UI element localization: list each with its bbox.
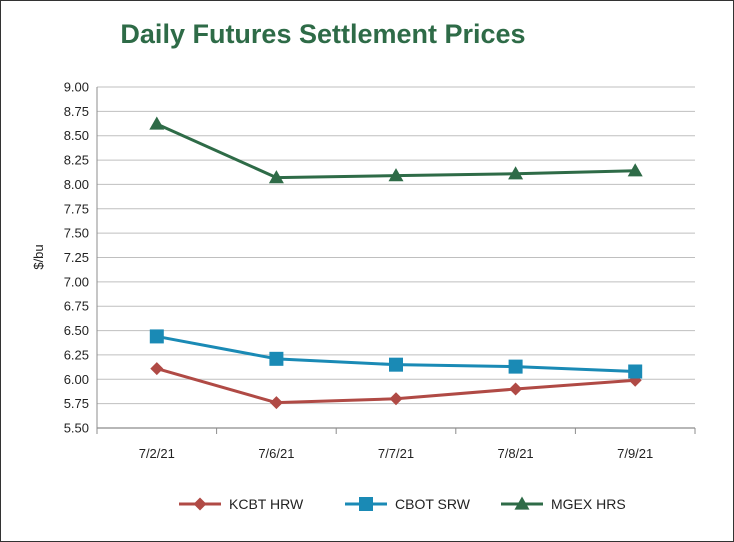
chart-title: Daily Futures Settlement Prices <box>120 19 525 49</box>
data-point <box>509 382 523 396</box>
data-point <box>389 392 403 406</box>
data-point <box>149 329 164 344</box>
y-tick-label: 6.25 <box>64 347 89 362</box>
data-point <box>268 170 284 184</box>
legend-label: CBOT SRW <box>395 496 471 512</box>
series-layer <box>149 116 643 410</box>
y-tick-label: 7.00 <box>64 274 89 289</box>
legend-item: MGEX HRS <box>501 496 626 512</box>
y-tick-label: 6.75 <box>64 299 89 314</box>
data-point <box>627 163 643 177</box>
y-tick-label: 8.50 <box>64 128 89 143</box>
x-axis: 7/2/21 7/6/21 7/7/21 7/8/21 7/9/21 <box>96 427 696 461</box>
legend: KCBT HRW CBOT SRW MGEX HRS <box>179 496 626 512</box>
data-point <box>389 357 403 372</box>
legend-marker <box>359 497 373 511</box>
y-tick-label: 8.75 <box>64 104 89 119</box>
data-point <box>150 362 164 376</box>
legend-label: KCBT HRW <box>229 496 304 512</box>
y-axis-label: $/bu <box>31 244 46 269</box>
y-axis: 9.00 8.75 8.50 8.25 8.00 7.75 7.50 7.25 7.00 6.75… <box>64 80 98 436</box>
series-cbot-srw <box>149 329 643 379</box>
x-tick-label: 7/6/21 <box>258 446 294 461</box>
y-tick-label: 8.00 <box>64 177 89 192</box>
y-tick-label: 7.50 <box>64 226 89 241</box>
y-tick-label: 9.00 <box>64 80 89 95</box>
y-tick-label: 7.75 <box>64 201 89 216</box>
data-point <box>149 116 165 130</box>
legend-item: CBOT SRW <box>345 496 471 512</box>
series-mgex-hrs <box>149 116 643 184</box>
x-tick-label: 7/9/21 <box>617 446 653 461</box>
x-tick-label: 7/8/21 <box>498 446 534 461</box>
legend-item: KCBT HRW <box>179 496 304 512</box>
y-tick-label: 8.25 <box>64 153 89 168</box>
y-tick-label: 7.25 <box>64 250 89 265</box>
x-tick-label: 7/2/21 <box>139 446 175 461</box>
y-tick-label: 5.50 <box>64 421 89 436</box>
legend-label: MGEX HRS <box>551 496 626 512</box>
data-point <box>628 364 643 379</box>
data-point <box>508 166 524 180</box>
y-tick-label: 6.00 <box>64 372 89 387</box>
legend-marker <box>193 497 207 511</box>
data-point <box>388 168 404 182</box>
data-point <box>269 396 283 410</box>
data-point <box>269 351 284 366</box>
legend-marker <box>514 496 530 510</box>
x-tick-label: 7/7/21 <box>378 446 414 461</box>
y-tick-label: 5.75 <box>64 396 89 411</box>
y-tick-label: 6.50 <box>64 323 89 338</box>
data-point <box>508 359 523 374</box>
